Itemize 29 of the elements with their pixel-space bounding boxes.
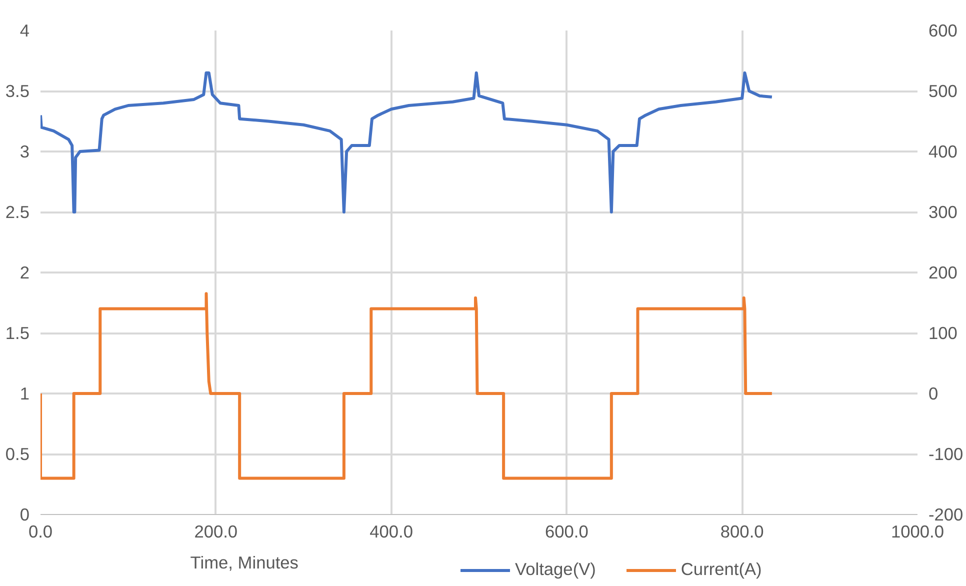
y-tick-label: 2	[20, 262, 30, 282]
line-series	[40, 292, 774, 480]
y-tick-label: 3	[20, 142, 30, 162]
legend-label: Voltage(V)	[515, 559, 596, 580]
y-tick-label: 3.5	[5, 81, 30, 101]
y-tick-label: 2.5	[5, 202, 30, 222]
y-tick-label: 0.5	[5, 444, 30, 464]
y-tick-label: 0	[20, 504, 30, 524]
y2-tick-label: 0	[928, 384, 938, 404]
y2-tick-label: 200	[928, 262, 958, 282]
x-tick-label: 200.0	[194, 522, 238, 542]
y2-tick-label: 300	[928, 202, 958, 222]
y-tick-label: 1	[20, 384, 30, 404]
x-tick-label: 0.0	[28, 522, 53, 542]
y2-tick-label: 600	[928, 20, 958, 40]
y-tick-label: 4	[20, 20, 30, 40]
x-tick-label: 1000.0	[891, 522, 944, 542]
y2-tick-label: 100	[928, 323, 958, 343]
line-series	[40, 71, 774, 214]
legend-label: Current(A)	[680, 559, 762, 580]
y-tick-label: 1.5	[5, 323, 30, 343]
x-tick-label: 600.0	[545, 522, 588, 542]
y2-tick-label: 500	[928, 81, 958, 101]
y2-tick-label: -200	[928, 504, 964, 524]
y2-tick-label: 400	[928, 142, 958, 162]
x-tick-label: 400.0	[370, 522, 413, 542]
x-axis-title: Time, Minutes	[190, 552, 299, 572]
y2-tick-label: -100	[928, 444, 964, 464]
x-tick-label: 800.0	[720, 522, 764, 542]
